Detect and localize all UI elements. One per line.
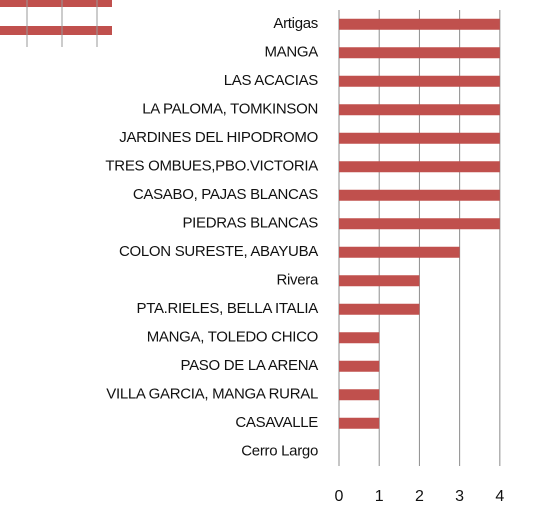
fragment-bar bbox=[0, 0, 112, 7]
fragment-bar bbox=[0, 26, 112, 35]
bar bbox=[339, 332, 380, 344]
bar bbox=[339, 189, 500, 201]
y-tick-label: JARDINES DEL HIPODROMO bbox=[119, 129, 318, 146]
x-tick-label: 4 bbox=[495, 488, 504, 505]
y-tick-label: Cerro Largo bbox=[241, 443, 318, 460]
bar bbox=[339, 104, 500, 116]
bar bbox=[339, 275, 420, 287]
bar bbox=[339, 75, 500, 87]
y-tick-label: Artigas bbox=[273, 15, 318, 32]
bar bbox=[339, 47, 500, 59]
neighbour-chart-fragment bbox=[0, 0, 112, 47]
y-tick-label: CASABO, PAJAS BLANCAS bbox=[133, 186, 318, 203]
y-tick-label: LA PALOMA, TOMKINSON bbox=[142, 101, 318, 118]
bar bbox=[339, 18, 500, 30]
y-tick-label: PIEDRAS BLANCAS bbox=[182, 215, 318, 232]
y-tick-label: TRES OMBUES,PBO.VICTORIA bbox=[105, 158, 318, 175]
x-tick-label: 1 bbox=[375, 488, 384, 505]
bar bbox=[339, 303, 420, 315]
x-tick-label: 3 bbox=[455, 488, 464, 505]
y-tick-label: PASO DE LA ARENA bbox=[181, 357, 319, 374]
bar bbox=[339, 161, 500, 173]
bar bbox=[339, 132, 500, 144]
x-tick-label: 2 bbox=[415, 488, 424, 505]
y-tick-label: MANGA bbox=[264, 44, 318, 61]
bar bbox=[339, 246, 460, 258]
y-tick-label: PTA.RIELES, BELLA ITALIA bbox=[137, 300, 319, 317]
y-tick-label: MANGA, TOLEDO CHICO bbox=[147, 329, 318, 346]
bar bbox=[339, 389, 380, 401]
y-tick-label: Rivera bbox=[276, 272, 319, 289]
y-tick-label: LAS ACACIAS bbox=[224, 72, 319, 89]
bar bbox=[339, 360, 380, 372]
y-tick-label: CASAVALLE bbox=[235, 414, 318, 431]
x-tick-label: 0 bbox=[335, 488, 344, 505]
y-tick-label: VILLA GARCIA, MANGA RURAL bbox=[106, 386, 318, 403]
bar bbox=[339, 417, 380, 429]
bar bbox=[339, 218, 500, 230]
y-tick-label: COLON SURESTE, ABAYUBA bbox=[119, 243, 318, 260]
